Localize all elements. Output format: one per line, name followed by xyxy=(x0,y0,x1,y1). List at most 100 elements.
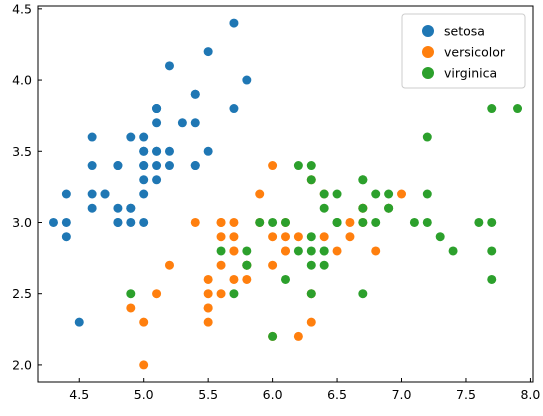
point-setosa xyxy=(113,217,123,227)
data-points xyxy=(48,18,523,370)
point-setosa xyxy=(61,217,71,227)
point-virginica xyxy=(306,232,316,242)
y-tick-label: 2.0 xyxy=(12,357,32,372)
point-setosa xyxy=(100,189,110,199)
point-virginica xyxy=(319,260,329,270)
plot-frame xyxy=(37,5,534,383)
point-setosa xyxy=(190,161,200,171)
point-virginica xyxy=(422,132,432,142)
point-versicolor xyxy=(371,246,381,256)
point-versicolor xyxy=(242,274,252,284)
point-versicolor xyxy=(319,232,329,242)
y-tick-label: 4.0 xyxy=(12,73,32,88)
point-virginica xyxy=(293,161,303,171)
point-virginica xyxy=(281,217,290,227)
point-virginica xyxy=(358,217,368,227)
point-setosa xyxy=(48,217,58,227)
point-virginica xyxy=(358,289,368,299)
point-setosa xyxy=(61,232,71,242)
point-versicolor xyxy=(139,317,149,327)
point-setosa xyxy=(74,317,84,327)
point-versicolor xyxy=(190,217,200,227)
x-tick-label: 7.5 xyxy=(456,387,476,402)
point-setosa xyxy=(87,161,97,171)
x-tick-label: 5.5 xyxy=(198,387,218,402)
point-setosa xyxy=(87,132,97,142)
point-setosa xyxy=(113,161,123,171)
point-virginica xyxy=(332,217,342,227)
point-versicolor xyxy=(268,161,278,171)
point-versicolor xyxy=(332,246,342,256)
point-setosa xyxy=(152,161,162,171)
point-versicolor xyxy=(126,303,136,313)
point-versicolor xyxy=(293,232,303,242)
point-virginica xyxy=(268,331,278,341)
point-virginica xyxy=(255,217,265,227)
point-setosa xyxy=(190,118,200,128)
point-versicolor xyxy=(164,260,174,270)
point-versicolor xyxy=(216,260,226,270)
point-virginica xyxy=(306,289,316,299)
point-virginica xyxy=(216,246,226,256)
point-virginica xyxy=(422,189,432,199)
point-setosa xyxy=(126,203,136,213)
point-virginica xyxy=(293,246,303,256)
point-virginica xyxy=(306,161,316,171)
point-virginica xyxy=(319,246,329,256)
point-versicolor xyxy=(203,317,213,327)
point-virginica xyxy=(474,217,484,227)
point-virginica xyxy=(358,203,368,213)
point-virginica xyxy=(229,289,239,299)
point-virginica xyxy=(319,203,329,213)
point-setosa xyxy=(61,189,71,199)
legend-label-versicolor: versicolor xyxy=(444,45,506,60)
point-virginica xyxy=(487,246,497,256)
x-tick-label: 8.0 xyxy=(520,387,540,402)
point-setosa xyxy=(152,118,162,128)
point-virginica xyxy=(487,274,497,284)
point-virginica xyxy=(242,260,252,270)
point-virginica xyxy=(332,189,342,199)
point-versicolor xyxy=(268,232,278,242)
point-versicolor xyxy=(345,217,355,227)
x-tick-label: 6.0 xyxy=(263,387,283,402)
point-setosa xyxy=(139,217,149,227)
point-versicolor xyxy=(216,289,226,299)
point-versicolor xyxy=(306,317,316,327)
point-setosa xyxy=(229,104,239,114)
point-versicolor xyxy=(268,260,278,270)
point-setosa xyxy=(242,75,252,85)
point-versicolor xyxy=(229,232,239,242)
point-versicolor xyxy=(229,217,239,227)
point-virginica xyxy=(487,217,497,227)
point-setosa xyxy=(87,203,97,213)
point-versicolor xyxy=(397,189,407,199)
point-setosa xyxy=(164,161,174,171)
y-tick-label: 3.0 xyxy=(12,215,32,230)
point-virginica xyxy=(435,232,445,242)
point-virginica xyxy=(126,289,136,299)
point-setosa xyxy=(139,161,149,171)
point-versicolor xyxy=(216,217,226,227)
legend: setosa versicolor virginica xyxy=(401,13,526,89)
point-versicolor xyxy=(293,331,303,341)
x-axis: 4.5 5.0 5.5 6.0 6.5 7.0 7.5 8.0 xyxy=(69,378,540,402)
point-setosa xyxy=(203,146,213,156)
point-virginica xyxy=(513,104,523,114)
y-tick-label: 2.5 xyxy=(12,286,32,301)
point-virginica xyxy=(384,203,394,213)
point-versicolor xyxy=(229,246,239,256)
point-versicolor xyxy=(255,189,265,199)
point-virginica xyxy=(358,175,368,185)
x-tick-label: 5.0 xyxy=(134,387,154,402)
point-setosa xyxy=(126,217,136,227)
point-virginica xyxy=(409,217,419,227)
point-setosa xyxy=(139,146,149,156)
point-virginica xyxy=(371,217,381,227)
x-tick-label: 7.0 xyxy=(392,387,412,402)
point-setosa xyxy=(139,189,149,199)
point-virginica xyxy=(306,260,316,270)
point-setosa xyxy=(164,146,174,156)
point-versicolor xyxy=(216,232,226,242)
point-virginica xyxy=(371,189,381,199)
